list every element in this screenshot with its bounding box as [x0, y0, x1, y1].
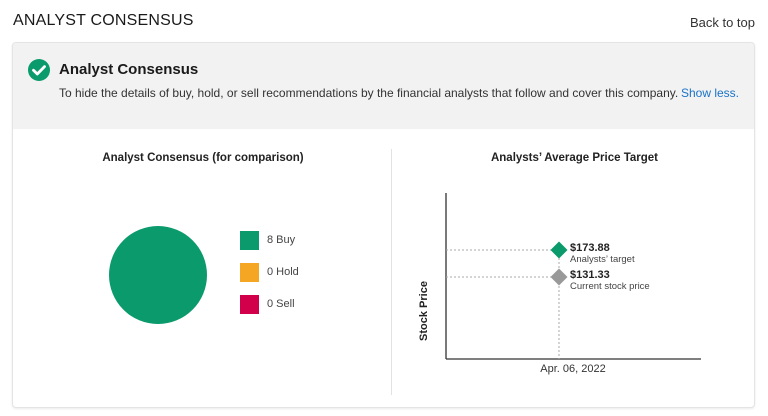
- price-target-chart-title: Analysts’ Average Price Target: [490, 152, 659, 164]
- target-caption: Analysts’ target: [570, 254, 635, 265]
- page-header: ANALYST CONSENSUS Back to top: [13, 12, 755, 34]
- price-target-chart: [445, 193, 701, 360]
- legend-label-sell: 0 Sell: [267, 298, 295, 310]
- current-price-value: $131.33: [570, 269, 610, 281]
- page-title: ANALYST CONSENSUS: [13, 12, 194, 29]
- show-less-link[interactable]: Show less.: [680, 86, 739, 100]
- check-circle-icon: [28, 59, 50, 81]
- consensus-chart-title: Analyst Consensus (for comparison): [102, 152, 304, 164]
- y-axis-label: Stock Price: [418, 281, 430, 341]
- target-value: $173.88: [570, 242, 610, 254]
- banner-description: To hide the details of buy, hold, or sel…: [59, 86, 679, 100]
- sell-swatch: [240, 295, 259, 314]
- hold-swatch: [240, 263, 259, 282]
- legend-label-hold: 0 Hold: [267, 266, 299, 278]
- consensus-pie-chart: [109, 226, 207, 324]
- current-price-marker: [550, 268, 568, 286]
- buy-swatch: [240, 231, 259, 250]
- legend-label-buy: 8 Buy: [267, 234, 296, 246]
- back-to-top-link[interactable]: Back to top: [689, 15, 755, 30]
- current-price-caption: Current stock price: [570, 281, 650, 292]
- x-axis-label: Apr. 06, 2022: [540, 363, 606, 375]
- panel-divider: [391, 149, 392, 395]
- target-marker: [550, 241, 568, 259]
- analyst-consensus-card: Analyst Consensus To hide the details of…: [12, 42, 755, 408]
- banner-title: Analyst Consensus: [59, 61, 199, 78]
- consensus-banner: Analyst Consensus To hide the details of…: [13, 43, 754, 129]
